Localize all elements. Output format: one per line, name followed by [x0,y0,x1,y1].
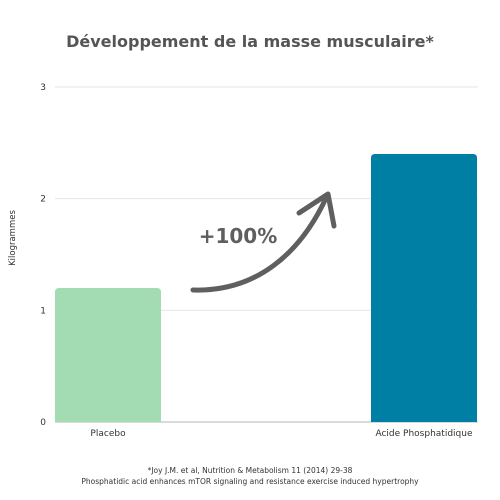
footnote-citation: *Joy J.M. et al, Nutrition & Metabolism … [147,466,353,475]
growth-annotation: +100% [199,224,278,248]
y-tick-label: 3 [40,83,46,93]
category-labels: Placebo Acide Phosphatidique [90,429,473,439]
bar-acide-phosphatidique [371,154,477,422]
y-tick-label: 1 [40,306,46,316]
x-category-label: Placebo [90,429,126,439]
y-tick-labels: 0 1 2 3 [40,83,46,428]
footnote-study-title: Phosphatidic acid enhances mTOR signalin… [81,477,419,486]
y-tick-label: 2 [40,195,46,205]
growth-arrow-head [296,191,337,229]
bars [55,154,477,422]
bar-placebo [55,288,161,422]
chart-title: Développement de la masse musculaire* [66,32,434,51]
growth-arrow-curve [190,193,330,293]
x-category-label: Acide Phosphatidique [375,429,472,439]
y-tick-label: 0 [40,418,46,428]
growth-arrow [190,191,337,293]
